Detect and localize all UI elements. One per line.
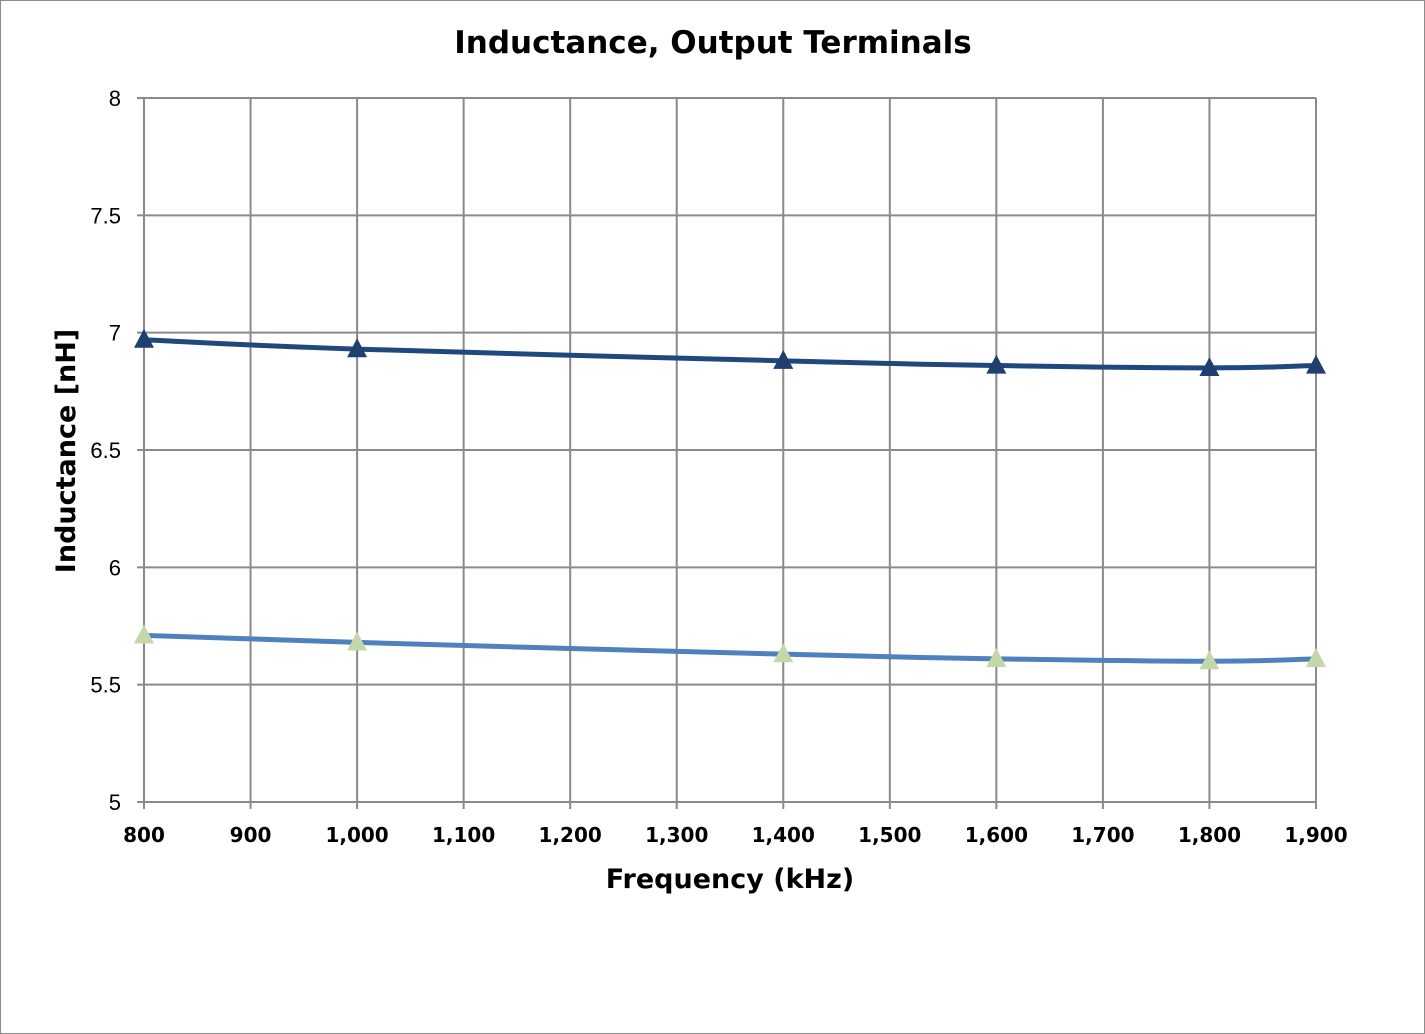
x-tick-label: 1,100	[432, 823, 495, 847]
x-tick-label: 800	[123, 823, 165, 847]
x-tick-label: 1,900	[1284, 823, 1347, 847]
y-axis-ticks: 5 5.5 6 6.5 7 7.5 8	[90, 86, 121, 815]
grid	[137, 97, 1317, 809]
series-2-marker	[1199, 650, 1220, 670]
series-1-marker	[134, 328, 154, 348]
x-tick-label: 1,500	[858, 823, 921, 847]
series-2-marker	[1306, 648, 1326, 667]
y-tick-label: 6	[109, 555, 121, 580]
x-tick-label: 1,200	[539, 823, 602, 847]
x-tick-label: 1,700	[1071, 823, 1134, 847]
y-tick-label: 7.5	[90, 203, 121, 228]
x-tick-label: 1,800	[1178, 823, 1241, 847]
series-2-marker	[347, 631, 368, 651]
series-1-marker	[986, 354, 1007, 374]
y-tick-label: 6.5	[90, 438, 121, 463]
series-1-marker	[1306, 354, 1326, 374]
series-2-marker	[773, 643, 794, 663]
series-group	[134, 328, 1326, 670]
x-tick-label: 1,600	[965, 823, 1028, 847]
x-axis-title: Frequency (kHz)	[606, 864, 854, 895]
y-axis-title: Inductance [nH]	[51, 329, 82, 573]
y-tick-label: 5	[109, 790, 121, 815]
x-tick-label: 1,000	[325, 823, 388, 847]
series-1-line	[141, 337, 1319, 371]
x-tick-label: 1,400	[752, 823, 815, 847]
y-tick-label: 7	[109, 321, 121, 346]
y-tick-label: 5.5	[90, 673, 121, 698]
series-2-marker	[986, 648, 1007, 667]
series-1-marker	[773, 350, 794, 369]
series-1-marker	[1199, 357, 1220, 376]
x-tick-label: 1,300	[645, 823, 708, 847]
series-2-marker	[134, 624, 154, 644]
chart-title: Inductance, Output Terminals	[454, 25, 971, 61]
series-2-line	[141, 632, 1319, 664]
x-axis-ticks: 800 900 1,000 1,100 1,200 1,300 1,400 1,500 1,60…	[123, 823, 1348, 847]
series-1-marker	[347, 338, 368, 358]
x-tick-label: 900	[230, 823, 272, 847]
y-tick-label: 8	[109, 86, 121, 111]
